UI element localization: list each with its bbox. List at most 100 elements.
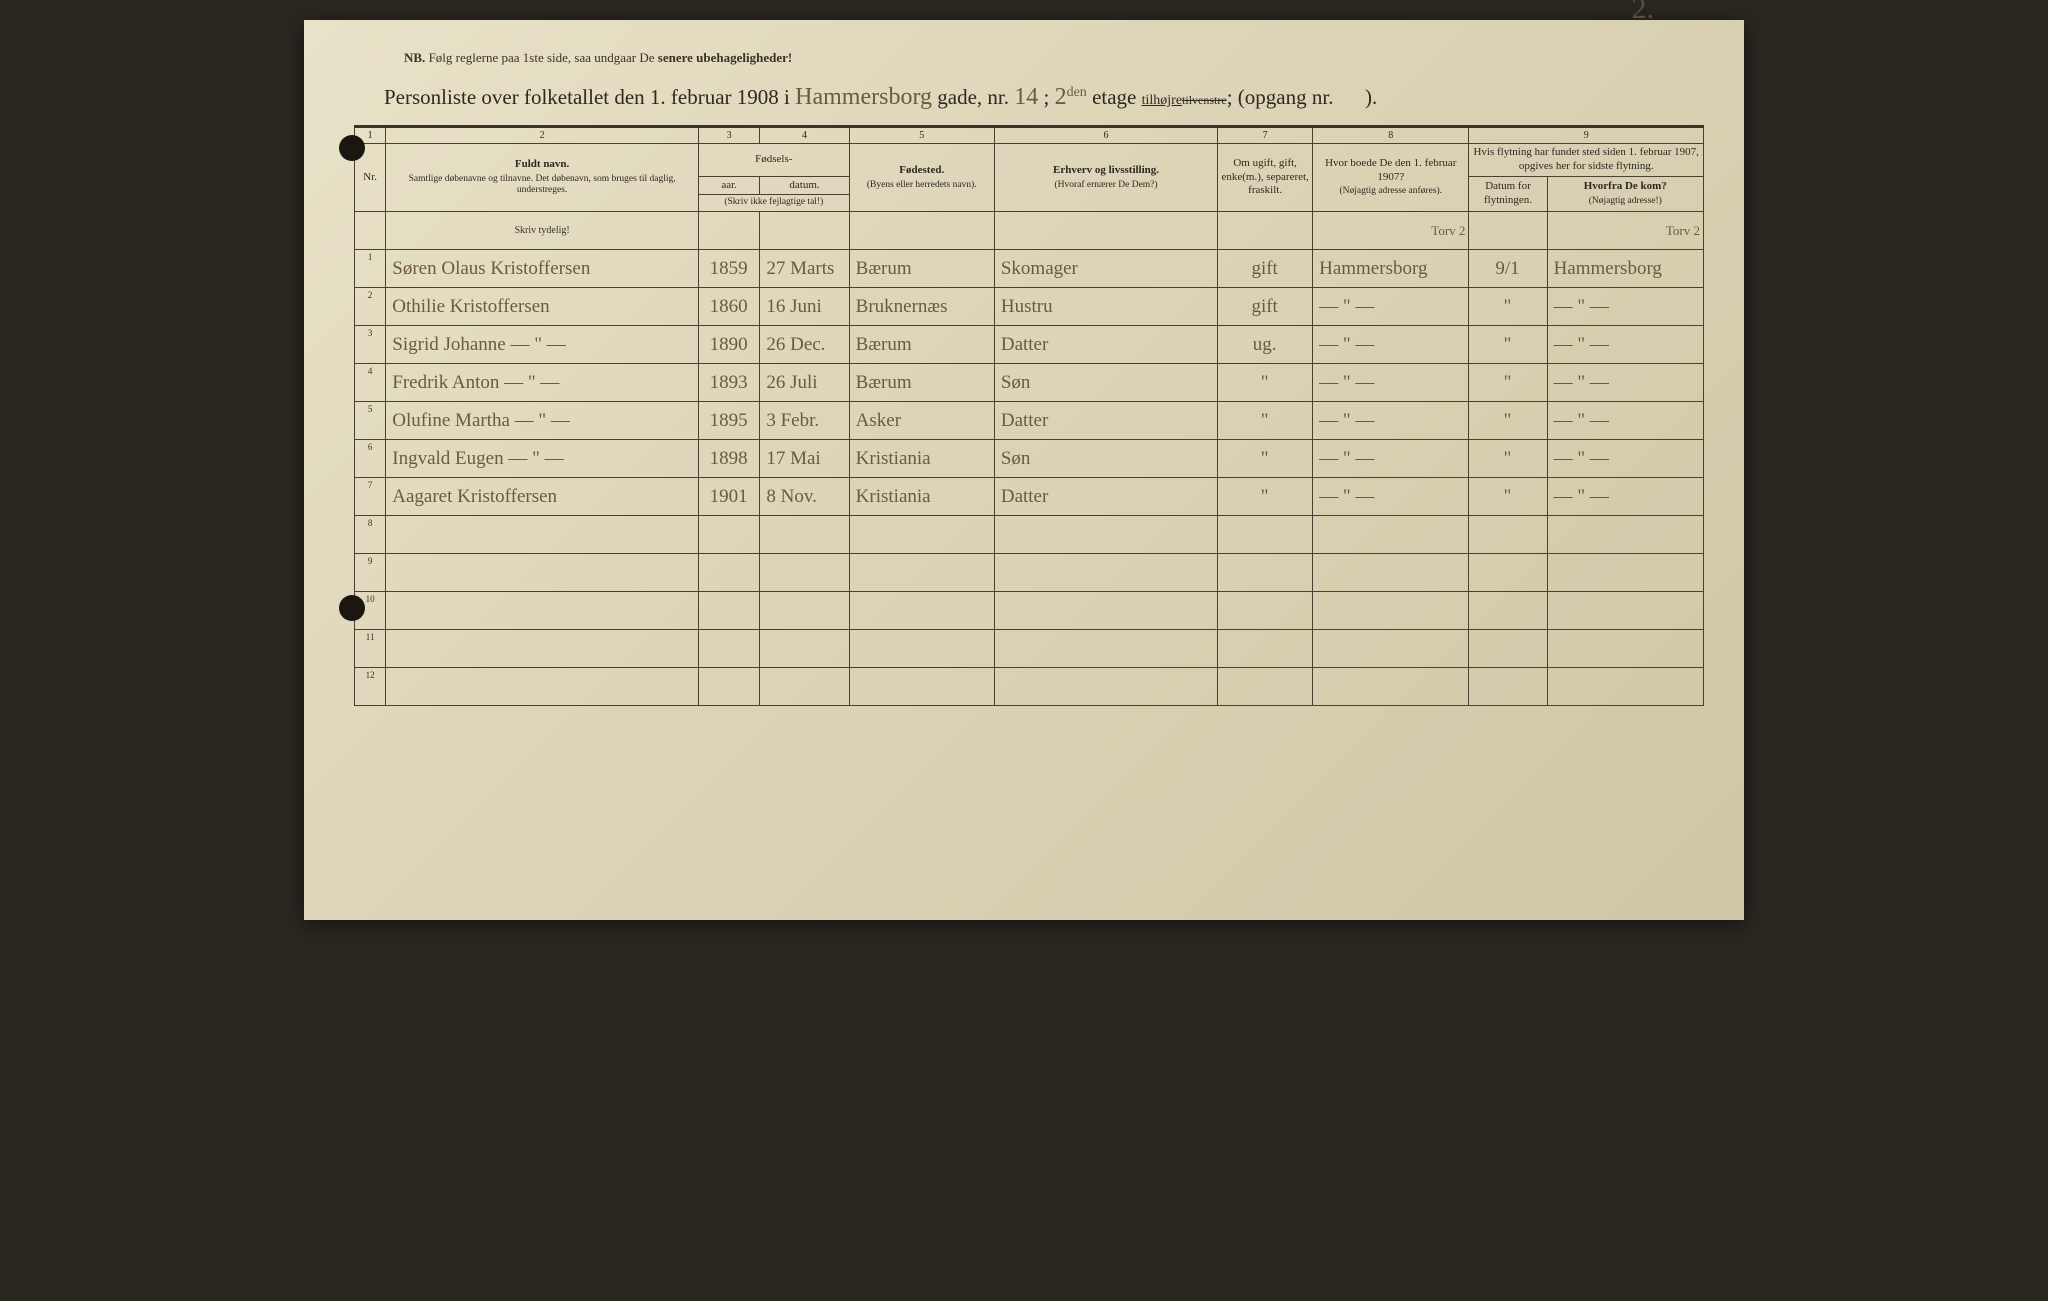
table-row: 6Ingvald Eugen — " —189817 MaiKristiania… bbox=[355, 440, 1704, 478]
cell-aar: 1890 bbox=[698, 326, 759, 364]
cell-sted: Bærum bbox=[849, 250, 994, 288]
colnum-3: 3 bbox=[698, 127, 759, 144]
cell-name: Othilie Kristoffersen bbox=[386, 288, 699, 326]
cell-boede: — " — bbox=[1313, 402, 1469, 440]
hdr-boede-t: Hvor boede De den 1. februar 1907? bbox=[1325, 157, 1456, 183]
table-row: 4Fredrik Anton — " —189326 JuliBærumSøn"… bbox=[355, 364, 1704, 402]
row-num: 9 bbox=[355, 554, 386, 592]
cell-stand: " bbox=[1218, 364, 1313, 402]
cell-flytf: — " — bbox=[1547, 478, 1703, 516]
cell-stand: ug. bbox=[1218, 326, 1313, 364]
cell-stand: gift bbox=[1218, 250, 1313, 288]
floor-sup: den bbox=[1067, 85, 1087, 100]
cell-name: Sigrid Johanne — " — bbox=[386, 326, 699, 364]
row-num: 11 bbox=[355, 630, 386, 668]
census-page: 2. NB. Følg reglerne paa 1ste side, saa … bbox=[304, 20, 1744, 920]
page-corner-number: 2. bbox=[1632, 0, 1655, 26]
colnum-5: 5 bbox=[849, 127, 994, 144]
hdr-erhverv-sub: (Hvoraf ernærer De Dem?) bbox=[998, 180, 1214, 192]
cell-erhverv: Skomager bbox=[994, 250, 1217, 288]
tilvenstre-label: tilvenstre bbox=[1182, 93, 1227, 107]
cell-name: Aagaret Kristoffersen bbox=[386, 478, 699, 516]
hdr-fodested: Fødested. (Byens eller herredets navn). bbox=[849, 144, 994, 212]
row-num: 1 bbox=[355, 250, 386, 288]
table-head: 1 2 3 4 5 6 7 8 9 Nr. Fuldt navn. Samtli… bbox=[355, 127, 1704, 212]
opgang-label: (opgang nr. bbox=[1238, 85, 1334, 109]
cell-sted: Bruknernæs bbox=[849, 288, 994, 326]
hdr-hvorfra-sub: (Nøjagtig adresse!) bbox=[1551, 196, 1700, 208]
cell-erhverv: Datter bbox=[994, 478, 1217, 516]
hdr-erhverv-b: Erhverv og livsstilling. bbox=[1053, 164, 1159, 176]
hdr-aar: aar. bbox=[698, 176, 759, 195]
skriv-row: Skriv tydelig! Torv 2 Torv 2 bbox=[355, 212, 1704, 250]
hdr-fuldt: Fuldt navn. Samtlige døbenavne og tilnav… bbox=[386, 144, 699, 212]
row-num: 12 bbox=[355, 668, 386, 706]
cell-flytf: — " — bbox=[1547, 326, 1703, 364]
colnum-8: 8 bbox=[1313, 127, 1469, 144]
cell-flytd: " bbox=[1469, 288, 1547, 326]
cell-aar: 1898 bbox=[698, 440, 759, 478]
cell-stand: gift bbox=[1218, 288, 1313, 326]
table-row: 3Sigrid Johanne — " —189026 Dec.BærumDat… bbox=[355, 326, 1704, 364]
table-row-empty: 10 bbox=[355, 592, 1704, 630]
note-torv-2: Torv 2 bbox=[1547, 212, 1703, 250]
title-line: Personliste over folketallet den 1. febr… bbox=[354, 78, 1704, 126]
nb-text: Følg reglerne paa 1ste side, saa undgaar… bbox=[429, 50, 655, 65]
cell-sted: Kristiania bbox=[849, 440, 994, 478]
table-row: 1Søren Olaus Kristoffersen185927 MartsBæ… bbox=[355, 250, 1704, 288]
hdr-ugift: Om ugift, gift, enke(m.), separeret, fra… bbox=[1218, 144, 1313, 212]
row-num: 7 bbox=[355, 478, 386, 516]
hdr-aar-sub: (Skriv ikke fejlagtige tal!) bbox=[698, 195, 849, 212]
cell-boede: — " — bbox=[1313, 478, 1469, 516]
cell-erhverv: Datter bbox=[994, 326, 1217, 364]
cell-datum: 27 Marts bbox=[760, 250, 849, 288]
cell-aar: 1859 bbox=[698, 250, 759, 288]
hdr-erhverv: Erhverv og livsstilling. (Hvoraf ernærer… bbox=[994, 144, 1217, 212]
row-num: 8 bbox=[355, 516, 386, 554]
cell-flytf: — " — bbox=[1547, 288, 1703, 326]
cell-boede: Hammersborg bbox=[1313, 250, 1469, 288]
colnum-2: 2 bbox=[386, 127, 699, 144]
cell-flytf: — " — bbox=[1547, 402, 1703, 440]
column-number-row: 1 2 3 4 5 6 7 8 9 bbox=[355, 127, 1704, 144]
table-row: 2Othilie Kristoffersen186016 JuniBrukner… bbox=[355, 288, 1704, 326]
hdr-fuldt-sub: Samtlige døbenavne og tilnavne. Det døbe… bbox=[389, 174, 695, 198]
cell-aar: 1901 bbox=[698, 478, 759, 516]
colnum-7: 7 bbox=[1218, 127, 1313, 144]
row-num: 3 bbox=[355, 326, 386, 364]
hdr-flyt: Hvis flytning har fundet sted siden 1. f… bbox=[1469, 144, 1704, 177]
row-num: 5 bbox=[355, 402, 386, 440]
cell-datum: 17 Mai bbox=[760, 440, 849, 478]
cell-erhverv: Datter bbox=[994, 402, 1217, 440]
table-row-empty: 12 bbox=[355, 668, 1704, 706]
cell-datum: 26 Dec. bbox=[760, 326, 849, 364]
cell-flytd: " bbox=[1469, 364, 1547, 402]
cell-datum: 16 Juni bbox=[760, 288, 849, 326]
table-row-empty: 9 bbox=[355, 554, 1704, 592]
colnum-4: 4 bbox=[760, 127, 849, 144]
house-nr-hand: 14 bbox=[1014, 84, 1038, 110]
hdr-fodested-b: Fødested. bbox=[899, 164, 944, 176]
table-row: 5Olufine Martha — " —18953 Febr.AskerDat… bbox=[355, 402, 1704, 440]
hdr-boede-sub: (Nøjagtig adresse anføres). bbox=[1316, 186, 1465, 198]
table-row-empty: 11 bbox=[355, 630, 1704, 668]
cell-boede: — " — bbox=[1313, 364, 1469, 402]
cell-datum: 3 Febr. bbox=[760, 402, 849, 440]
cell-flytd: " bbox=[1469, 440, 1547, 478]
tilhojre-label: tilhøjre bbox=[1142, 93, 1182, 108]
note-torv-1: Torv 2 bbox=[1313, 212, 1469, 250]
cell-boede: — " — bbox=[1313, 440, 1469, 478]
hdr-flyt-hvorfra: Hvorfra De kom? (Nøjagtig adresse!) bbox=[1547, 176, 1703, 212]
cell-flytf: Hammersborg bbox=[1547, 250, 1703, 288]
cell-name: Søren Olaus Kristoffersen bbox=[386, 250, 699, 288]
cell-boede: — " — bbox=[1313, 326, 1469, 364]
nb-prefix: NB. bbox=[404, 50, 425, 65]
cell-boede: — " — bbox=[1313, 288, 1469, 326]
cell-name: Olufine Martha — " — bbox=[386, 402, 699, 440]
cell-erhverv: Hustru bbox=[994, 288, 1217, 326]
table-body: Skriv tydelig! Torv 2 Torv 2 1Søren Olau… bbox=[355, 212, 1704, 706]
title-close: ). bbox=[1365, 85, 1377, 109]
cell-name: Ingvald Eugen — " — bbox=[386, 440, 699, 478]
street-name-hand: Hammersborg bbox=[795, 84, 932, 110]
cell-aar: 1893 bbox=[698, 364, 759, 402]
